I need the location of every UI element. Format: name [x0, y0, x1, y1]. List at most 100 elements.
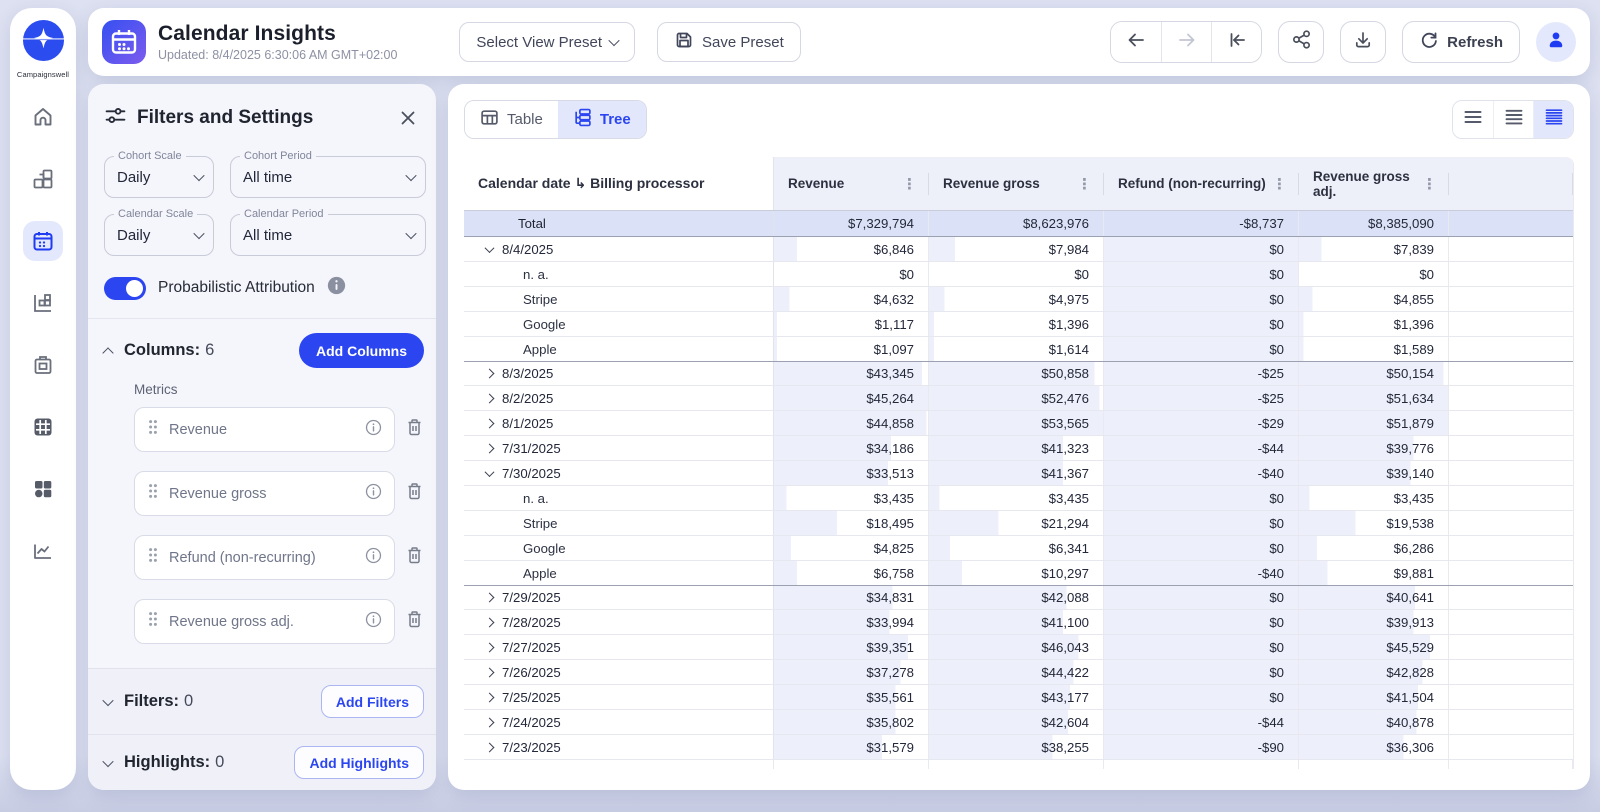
- column-header-revenue-gross-adj[interactable]: Revenue gross adj. ⋮: [1299, 157, 1449, 210]
- drag-handle-icon[interactable]: [148, 611, 158, 632]
- table-row[interactable]: Apple $1,097 $1,614 $0 $1,589: [464, 337, 1573, 362]
- metric-item[interactable]: Revenue gross adj.: [134, 599, 395, 644]
- table-row[interactable]: 7/30/2025 $33,513 $41,367 -$40 $39,140: [464, 461, 1573, 486]
- filters-section: Filters: 0 Add Filters: [88, 668, 436, 734]
- nav-cohort-table[interactable]: [23, 159, 63, 199]
- select-view-preset-button[interactable]: Select View Preset: [459, 22, 636, 62]
- expand-row-chevron-icon[interactable]: [476, 418, 502, 428]
- drag-handle-icon[interactable]: [148, 483, 158, 504]
- table-row[interactable]: 7/23/2025 $31,579 $38,255 -$90 $36,306: [464, 735, 1573, 760]
- table-row[interactable]: 8/1/2025 $44,858 $53,565 -$29 $51,879: [464, 411, 1573, 436]
- delete-metric-button[interactable]: [405, 417, 424, 442]
- table-row[interactable]: 7/26/2025 $37,278 $44,422 $0 $42,828: [464, 660, 1573, 685]
- density-standard-button[interactable]: [1493, 101, 1533, 138]
- collapse-columns-chevron-icon[interactable]: [102, 346, 114, 359]
- metric-item[interactable]: Revenue gross: [134, 471, 395, 516]
- column-menu-icon[interactable]: ⋮: [902, 175, 917, 193]
- expand-row-chevron-icon[interactable]: [476, 242, 502, 253]
- table-row[interactable]: [464, 760, 1573, 769]
- table-row[interactable]: Stripe $18,495 $21,294 $0 $19,538: [464, 511, 1573, 536]
- expand-row-chevron-icon[interactable]: [476, 642, 502, 652]
- brand[interactable]: Campaignswell: [17, 20, 69, 79]
- nav-planner[interactable]: [23, 345, 63, 385]
- expand-row-chevron-icon[interactable]: [476, 692, 502, 702]
- probabilistic-attribution-toggle[interactable]: [104, 276, 146, 300]
- cohort-period-select[interactable]: Cohort Period All time: [230, 150, 426, 198]
- table-row[interactable]: n. a. $3,435 $3,435 $0 $3,435: [464, 486, 1573, 511]
- table-row[interactable]: Apple $6,758 $10,297 -$40 $9,881: [464, 561, 1573, 586]
- forward-button[interactable]: [1161, 22, 1212, 62]
- expand-row-chevron-icon[interactable]: [476, 368, 502, 379]
- nav-data-grid[interactable]: [23, 407, 63, 447]
- delete-metric-button[interactable]: [405, 609, 424, 634]
- expand-row-chevron-icon[interactable]: [476, 617, 502, 627]
- cohort-scale-select[interactable]: Cohort Scale Daily: [104, 150, 214, 198]
- table-row[interactable]: Google $4,825 $6,341 $0 $6,286: [464, 536, 1573, 561]
- table-row[interactable]: 7/29/2025 $34,831 $42,088 $0 $40,641: [464, 585, 1573, 610]
- column-menu-icon[interactable]: ⋮: [1077, 175, 1092, 193]
- table-row[interactable]: 7/31/2025 $34,186 $41,323 -$44 $39,776: [464, 436, 1573, 461]
- close-panel-button[interactable]: [394, 104, 422, 132]
- nav-home[interactable]: [23, 97, 63, 137]
- table-row[interactable]: Total $7,329,794 $8,623,976 -$8,737 $8,3…: [464, 211, 1573, 237]
- info-outline-icon[interactable]: [365, 547, 382, 569]
- info-outline-icon[interactable]: [365, 483, 382, 505]
- drag-handle-icon[interactable]: [148, 547, 158, 568]
- density-comfortable-button[interactable]: [1453, 101, 1493, 138]
- table-row[interactable]: n. a. $0 $0 $0 $0: [464, 262, 1573, 287]
- expand-row-chevron-icon[interactable]: [476, 717, 502, 727]
- table-row[interactable]: 8/2/2025 $45,264 $52,476 -$25 $51,634: [464, 386, 1573, 411]
- metric-item[interactable]: Refund (non-recurring): [134, 535, 395, 580]
- table-row[interactable]: 8/3/2025 $43,345 $50,858 -$25 $50,154: [464, 361, 1573, 386]
- table-view-tab[interactable]: Table: [465, 101, 558, 138]
- add-highlights-button[interactable]: Add Highlights: [294, 746, 424, 779]
- column-menu-icon[interactable]: ⋮: [1422, 175, 1437, 193]
- drag-handle-icon[interactable]: [148, 419, 158, 440]
- table-row[interactable]: 7/27/2025 $39,351 $46,043 $0 $45,529: [464, 635, 1573, 660]
- refresh-button[interactable]: Refresh: [1402, 21, 1520, 63]
- info-icon[interactable]: [327, 276, 346, 300]
- nav-cohort-chart[interactable]: [23, 283, 63, 323]
- revenue-cell: $6,758: [774, 561, 929, 585]
- tree-view-tab[interactable]: Tree: [557, 101, 646, 138]
- expand-row-chevron-icon[interactable]: [476, 592, 502, 603]
- jump-to-start-button[interactable]: [1211, 22, 1262, 62]
- expand-filters-chevron-icon[interactable]: [102, 694, 114, 706]
- save-preset-button[interactable]: Save Preset: [657, 22, 801, 62]
- column-menu-icon[interactable]: ⋮: [1272, 175, 1287, 193]
- calendar-scale-select[interactable]: Calendar Scale Daily: [104, 208, 214, 256]
- density-compact-button[interactable]: [1533, 101, 1573, 138]
- table-row[interactable]: 7/25/2025 $35,561 $43,177 $0 $41,504: [464, 685, 1573, 710]
- expand-row-chevron-icon[interactable]: [476, 393, 502, 403]
- nav-trends[interactable]: [23, 531, 63, 571]
- table-row[interactable]: 8/4/2025 $6,846 $7,984 $0 $7,839: [464, 237, 1573, 262]
- filters-panel: Filters and Settings Cohort Scale Daily …: [88, 84, 436, 790]
- expand-row-chevron-icon[interactable]: [476, 443, 502, 453]
- delete-metric-button[interactable]: [405, 545, 424, 570]
- nav-calendar-insights[interactable]: [23, 221, 63, 261]
- expand-row-chevron-icon[interactable]: [476, 742, 502, 752]
- table-row[interactable]: 7/28/2025 $33,994 $41,100 $0 $39,913: [464, 610, 1573, 635]
- nav-segments[interactable]: [23, 469, 63, 509]
- column-header-revenue-gross[interactable]: Revenue gross ⋮: [929, 157, 1104, 210]
- expand-row-chevron-icon[interactable]: [476, 466, 502, 477]
- info-outline-icon[interactable]: [365, 419, 382, 441]
- delete-metric-button[interactable]: [405, 481, 424, 506]
- table-row[interactable]: Stripe $4,632 $4,975 $0 $4,855: [464, 287, 1573, 312]
- metric-item[interactable]: Revenue: [134, 407, 395, 452]
- download-button[interactable]: [1340, 21, 1387, 63]
- table-row[interactable]: 7/24/2025 $35,802 $42,604 -$44 $40,878: [464, 710, 1573, 735]
- share-button[interactable]: [1278, 21, 1325, 63]
- back-button[interactable]: [1111, 22, 1162, 62]
- user-avatar[interactable]: [1536, 22, 1576, 62]
- expand-highlights-chevron-icon[interactable]: [102, 755, 114, 767]
- column-header-calendar-date[interactable]: Calendar date ↳ Billing processor: [464, 157, 774, 210]
- column-header-refund[interactable]: Refund (non-recurring) ⋮: [1104, 157, 1299, 210]
- add-columns-button[interactable]: Add Columns: [299, 333, 424, 368]
- info-outline-icon[interactable]: [365, 611, 382, 633]
- calendar-period-select[interactable]: Calendar Period All time: [230, 208, 426, 256]
- column-header-revenue[interactable]: Revenue ⋮: [774, 157, 929, 210]
- add-filters-button[interactable]: Add Filters: [320, 685, 424, 718]
- table-row[interactable]: Google $1,117 $1,396 $0 $1,396: [464, 312, 1573, 337]
- expand-row-chevron-icon[interactable]: [476, 667, 502, 677]
